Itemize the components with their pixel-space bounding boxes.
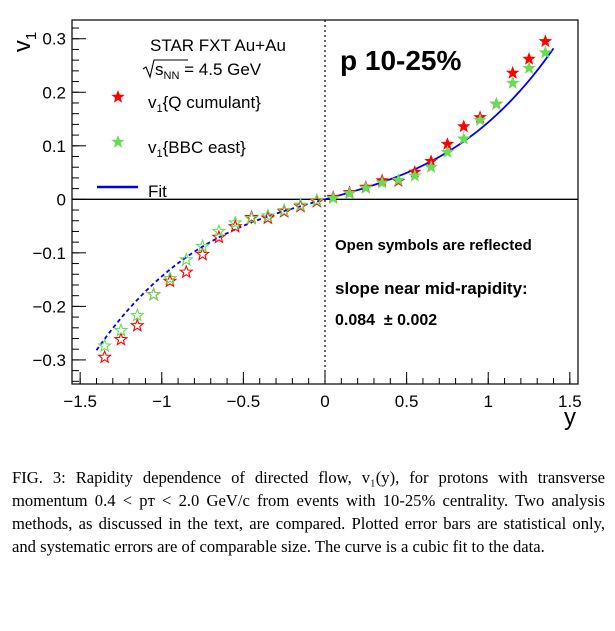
figure-label: FIG. 3:	[12, 468, 66, 487]
data-point-star	[359, 181, 373, 194]
chart: −1.5 −1 −0.5 0 0.5 1 1.5 −0.3 −0.2 −0.1 0 0.1 0.2 0.3…	[9, 19, 582, 431]
data-point-open-star	[97, 338, 113, 353]
data-point-open-star	[129, 317, 145, 332]
data-point-open-star	[129, 307, 145, 322]
legend-entry-q-cumulant: v1{Q cumulant}	[111, 89, 261, 115]
data-point-open-star	[293, 197, 308, 212]
data-point-star	[391, 172, 406, 186]
data-point-star	[408, 168, 422, 182]
y-tick-label: 0.1	[42, 137, 66, 156]
data-point-open-star	[97, 349, 113, 364]
data-point-open-star	[227, 218, 243, 233]
data-point-open-star	[244, 210, 259, 225]
annotation-slope-value: 0.084 ± 0.002	[335, 312, 437, 329]
data-point-open-star	[244, 209, 259, 224]
legend-header-line2: sNN = 4.5 GeV	[142, 59, 262, 82]
data-point-star	[505, 65, 520, 79]
y-axis-label: v1	[9, 32, 40, 52]
x-tick-label: 0.5	[395, 392, 419, 411]
fit-curve-reflected	[95, 198, 326, 351]
zero-line-group	[72, 20, 578, 384]
legend-marker-bbc-east	[111, 134, 125, 148]
x-tick-label: 1	[483, 392, 492, 411]
data-point-star	[522, 61, 536, 74]
data-point-star	[424, 160, 438, 173]
y-tick-label: −0.1	[32, 244, 66, 263]
data-point-open-star	[113, 322, 129, 337]
legend-marker-q-cumulant	[111, 89, 125, 103]
axis-ticks: −1.5 −1 −0.5 0 0.5 1 1.5 −0.3 −0.2 −0.1 0 0.1 0.2 0.3	[32, 27, 582, 411]
data-point-open-star	[195, 238, 210, 253]
data-point-open-star	[146, 286, 162, 301]
x-tick-label: −0.5	[227, 392, 261, 411]
data-point-open-star	[276, 202, 292, 217]
data-point-star	[505, 76, 520, 89]
y-tick-label: 0.3	[42, 30, 66, 49]
legend-header-line1: STAR FXT Au+Au	[150, 36, 286, 55]
annotation-slope-title: slope near mid-rapidity:	[335, 279, 528, 298]
data-point-star	[326, 191, 340, 204]
data-point-open-star	[178, 252, 194, 267]
data-point-open-star	[211, 223, 227, 238]
data-point-star	[538, 45, 553, 59]
data-point-open-star	[113, 331, 129, 346]
y-tick-label: −0.2	[32, 297, 66, 316]
svg-text:sNN = 4.5 GeV: sNN = 4.5 GeV	[155, 60, 262, 82]
data-point-open-star	[227, 215, 243, 230]
data-point-star	[538, 34, 553, 48]
legend-entry-fit: Fit	[97, 182, 167, 201]
svg-text:Fit: Fit	[148, 182, 167, 201]
legend-entry-bbc-east: v1{BBC east}	[111, 134, 246, 160]
y-tick-label: 0	[57, 190, 66, 209]
data-markers	[97, 34, 553, 364]
data-point-star	[489, 96, 504, 110]
data-point-open-star	[195, 246, 210, 261]
figure-caption: FIG. 3: Rapidity dependence of directed …	[12, 466, 605, 558]
x-tick-label: −1	[152, 392, 171, 411]
annotation-reflected: Open symbols are reflected	[335, 237, 532, 254]
svg-text:v1{BBC east}: v1{BBC east}	[148, 138, 246, 160]
data-point-open-star	[162, 273, 178, 288]
data-point-star	[375, 175, 389, 189]
data-point-star	[457, 131, 471, 145]
legend: v1{Q cumulant} v1{BBC east} Fit	[97, 89, 261, 201]
data-point-open-star	[162, 270, 178, 285]
svg-text:v1{Q cumulant}: v1{Q cumulant}	[148, 93, 261, 115]
data-point-star	[342, 186, 357, 200]
data-point-star	[440, 145, 455, 158]
x-tick-label: 0	[320, 392, 329, 411]
data-point-open-star	[211, 229, 227, 244]
data-point-open-star	[260, 208, 276, 223]
y-tick-label: −0.3	[32, 351, 66, 370]
data-point-open-star	[309, 192, 325, 207]
data-point-open-star	[260, 210, 276, 225]
figure-caption-text: Rapidity dependence of directed flow, v₁…	[12, 468, 605, 556]
particle-centrality-label: p 10-25%	[340, 45, 461, 76]
data-point-open-star	[309, 193, 325, 208]
sqrt-symbol	[142, 59, 188, 79]
data-point-open-star	[178, 264, 194, 279]
y-tick-label: 0.2	[42, 83, 66, 102]
data-point-star	[473, 113, 487, 126]
x-tick-label: 1.5	[558, 392, 582, 411]
data-point-star	[457, 119, 471, 133]
x-axis-label: y	[564, 404, 576, 431]
x-tick-label: −1.5	[63, 392, 97, 411]
